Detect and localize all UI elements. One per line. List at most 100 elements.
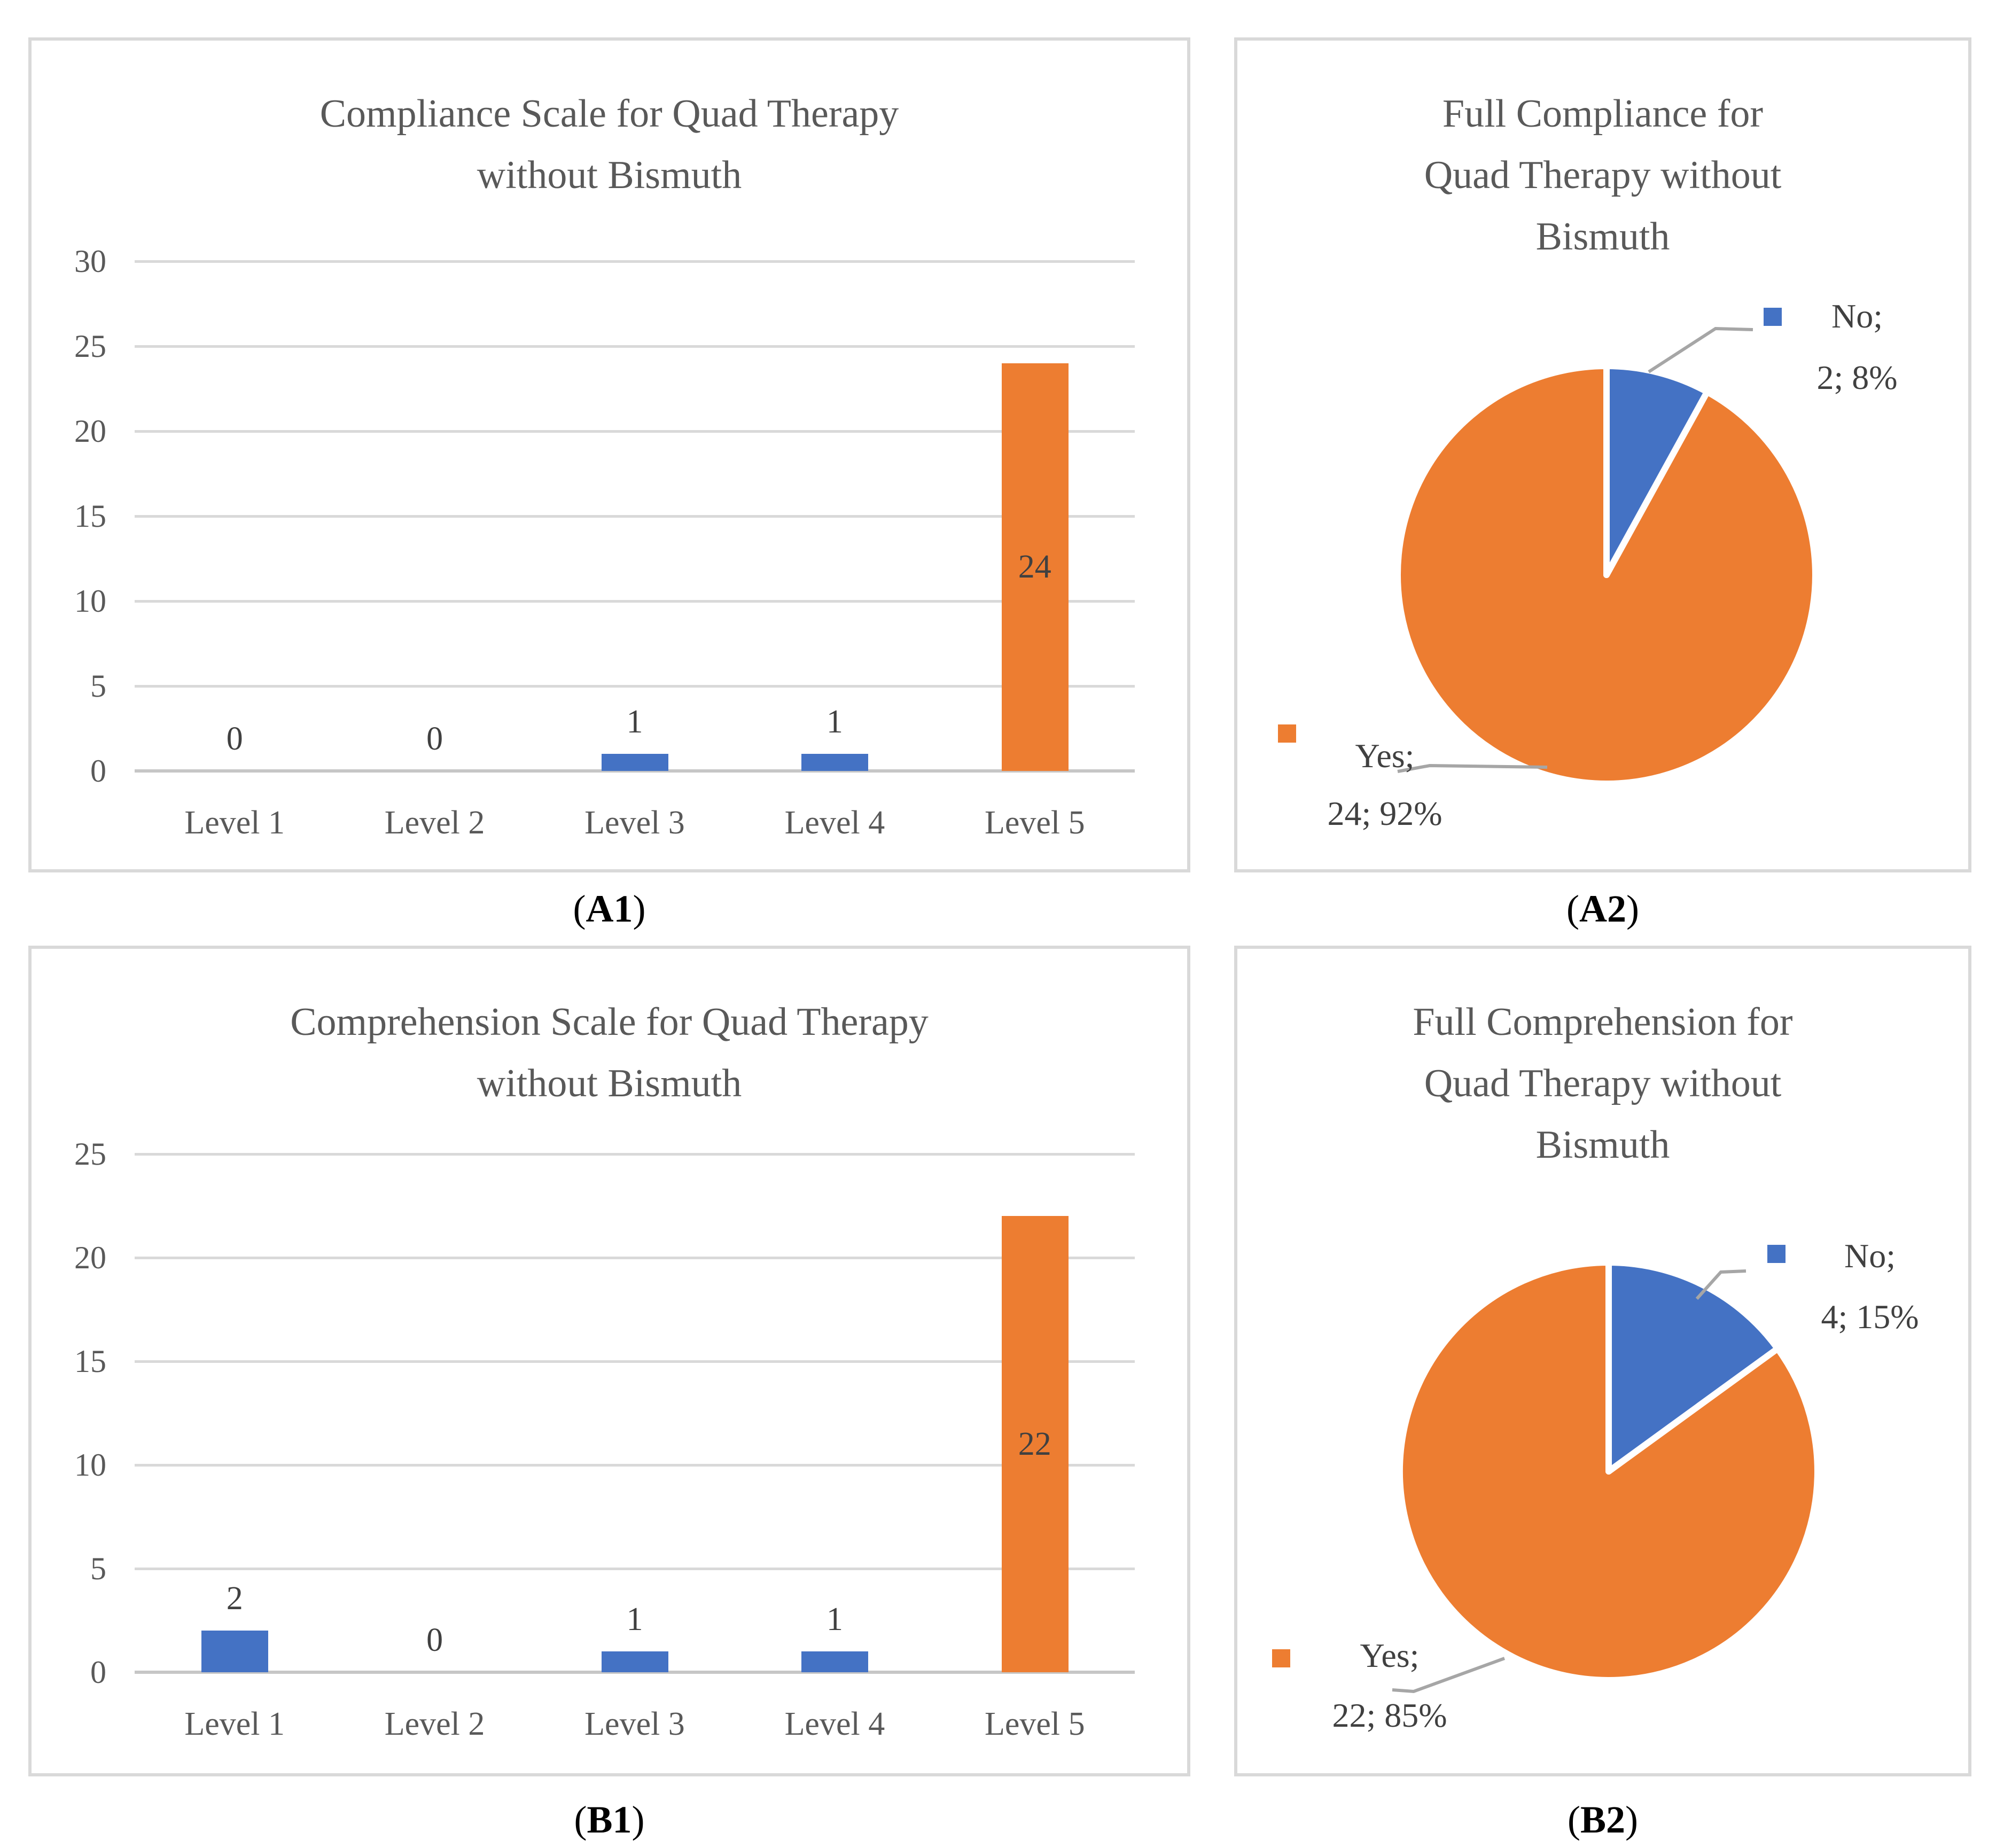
gridline-y-10 [135,1464,1135,1467]
gridline-y-10 [135,600,1135,603]
y-tick-label-0: 0 [90,753,106,789]
pie-slice-no [1605,1259,1781,1475]
callout-label-yes: Yes; 22; 85% [1259,1626,1521,1745]
y-tick-label-25: 25 [74,1136,106,1172]
bar-level-5 [1001,363,1069,771]
y-tick-label-25: 25 [74,329,106,364]
leader-line-no [1695,1269,1747,1300]
callout-label-no-line-1: No; [1831,297,1883,335]
caption-paren-open: ( [1566,887,1579,930]
panel-comprehension-bar-chart: Comprehension Scale for Quad Therapy with… [28,946,1190,1776]
y-tick-label-20: 20 [74,1240,106,1275]
gridline-y-20 [135,1257,1135,1259]
panel-compliance-bar-chart: Compliance Scale for Quad Therapy without… [28,37,1190,872]
category-label-level-3: Level 3 [584,1706,685,1742]
category-label-level-1: Level 1 [184,1706,285,1742]
pie-b2 [1397,1259,1821,1683]
callout-label-no-line-1: No; [1844,1237,1896,1275]
bar-level-4 [801,1651,869,1672]
leader-line-no [1648,326,1753,373]
data-label-level-5: 24 [1018,549,1051,586]
legend-marker-yes [1278,724,1296,743]
data-label-level-2: 0 [426,1622,443,1658]
pie-a2 [1394,363,1819,787]
y-tick-label-5: 5 [90,668,106,704]
bar-level-3 [602,1651,668,1672]
caption-label: A2 [1579,887,1626,930]
bar-level-5 [1001,1216,1069,1672]
legend-marker-yes [1272,1649,1290,1667]
category-label-level-1: Level 1 [184,805,285,841]
data-label-level-3: 1 [626,704,643,740]
y-tick-label-20: 20 [74,414,106,449]
caption-label: B2 [1580,1798,1626,1841]
legend-marker-no [1767,1245,1786,1263]
gridline-y-15 [135,1360,1135,1363]
chart-title-line-3: Bismuth [1535,215,1670,259]
gridline-y-5 [135,685,1135,688]
callout-label-no-line-2: 4; 15% [1821,1298,1919,1336]
chart-title-line-2: without Bismuth [477,1062,742,1105]
bar-level-4 [801,754,869,771]
chart-title-line-1: Full Comprehension for [1413,1000,1793,1044]
y-tick-label-10: 10 [74,1447,106,1483]
gridline-y-15 [135,515,1135,518]
y-tick-label-15: 15 [74,498,106,534]
data-label-level-3: 1 [626,1601,643,1638]
pie-slice-no [1603,363,1711,578]
panel-compliance-pie-chart: Full Compliance for Quad Therapy without B… [1234,37,1971,872]
caption-a1: (A1) [28,883,1190,934]
callout-label-yes-line-2: 24; 92% [1327,794,1443,832]
caption-paren-open: ( [574,1798,587,1841]
caption-b2: (B2) [1234,1794,1971,1845]
caption-paren-close: ) [1626,887,1639,930]
panel-comprehension-pie-chart: Full Comprehension for Quad Therapy witho… [1234,946,1971,1776]
caption-paren-close: ) [1625,1798,1638,1841]
legend-marker-no [1764,308,1782,326]
chart-title-line-3: Bismuth [1535,1123,1670,1167]
caption-b1: (B1) [28,1794,1190,1845]
chart-title-line-2: Quad Therapy without [1424,153,1782,197]
y-tick-label-15: 15 [74,1344,106,1379]
callout-label-yes-line-1: Yes; [1360,1636,1420,1674]
y-tick-label-10: 10 [74,583,106,619]
callout-label-no: No; 2; 8% [1729,285,1985,408]
bar-level-3 [602,754,668,771]
leader-lines [1392,1269,1747,1694]
callout-label-no: No; 4; 15% [1742,1226,1996,1347]
callout-label-yes-line-2: 22; 85% [1332,1696,1447,1734]
y-tick-label-30: 30 [74,244,106,279]
callout-label-yes: Yes; 24; 92% [1257,727,1513,843]
data-label-level-2: 0 [426,721,443,757]
caption-paren-open: ( [573,887,586,930]
gridline-y-25 [135,1153,1135,1156]
category-label-level-5: Level 5 [984,805,1085,841]
caption-paren-close: ) [633,887,646,930]
gridline-y-20 [135,430,1135,433]
chart-title: Comprehension Scale for Quad Therapy with… [32,992,1187,1114]
y-tick-label-5: 5 [90,1551,106,1586]
chart-title: Full Compliance for Quad Therapy without B… [1237,83,1968,268]
caption-label: B1 [587,1798,632,1841]
chart-title-line-2: Quad Therapy without [1424,1062,1782,1105]
chart-title-line-1: Compliance Scale for Quad Therapy [319,92,899,136]
data-label-level-4: 1 [826,1601,843,1638]
caption-label: A1 [586,887,633,930]
category-label-level-4: Level 4 [784,1706,885,1742]
data-label-level-1: 0 [226,721,243,757]
chart-title: Full Comprehension for Quad Therapy witho… [1237,992,1968,1176]
data-label-level-1: 2 [226,1580,243,1617]
category-label-level-3: Level 3 [584,805,685,841]
y-tick-label-0: 0 [90,1655,106,1690]
chart-title-line-2: without Bismuth [477,153,742,197]
chart-title-line-1: Comprehension Scale for Quad Therapy [290,1000,929,1044]
leader-line-yes [1397,763,1548,773]
caption-a2: (A2) [1234,883,1971,934]
callout-label-no-line-2: 2; 8% [1816,358,1898,396]
category-label-level-5: Level 5 [984,1706,1085,1742]
gridline-y-30 [135,260,1135,263]
callout-label-yes-line-1: Yes; [1355,737,1415,775]
x-axis-line [135,1671,1135,1674]
caption-paren-close: ) [631,1798,645,1841]
